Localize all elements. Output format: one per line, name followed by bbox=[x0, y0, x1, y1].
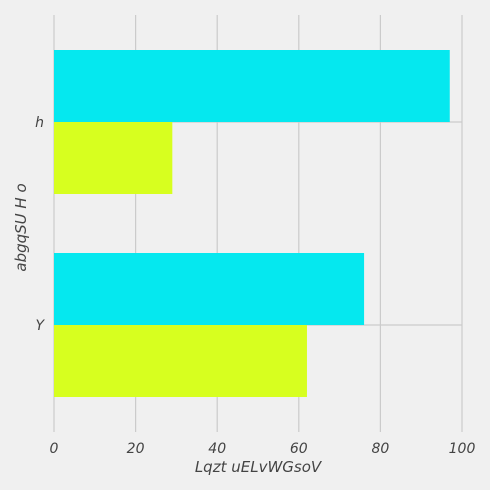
bar bbox=[54, 122, 173, 194]
x-axis-title: Lqzt uELvWGsoV bbox=[195, 458, 323, 476]
y-tick-label: Y bbox=[35, 318, 45, 334]
bar bbox=[54, 50, 450, 122]
x-tick-label: 60 bbox=[290, 441, 308, 457]
bar bbox=[54, 325, 307, 397]
x-tick-labels: 0 20 40 60 80 100 bbox=[50, 441, 476, 457]
x-tick-label: 100 bbox=[449, 441, 476, 457]
x-tick-label: 80 bbox=[371, 441, 389, 457]
bar bbox=[54, 253, 365, 325]
y-tick-label: h bbox=[35, 115, 44, 131]
x-tick-label: 0 bbox=[50, 441, 59, 457]
x-tick-label: 20 bbox=[127, 441, 145, 457]
x-tick-label: 40 bbox=[208, 441, 226, 457]
y-axis-title: abgqSU H o bbox=[12, 183, 30, 271]
bars bbox=[54, 50, 450, 397]
y-tick-labels: Yh bbox=[35, 115, 45, 334]
